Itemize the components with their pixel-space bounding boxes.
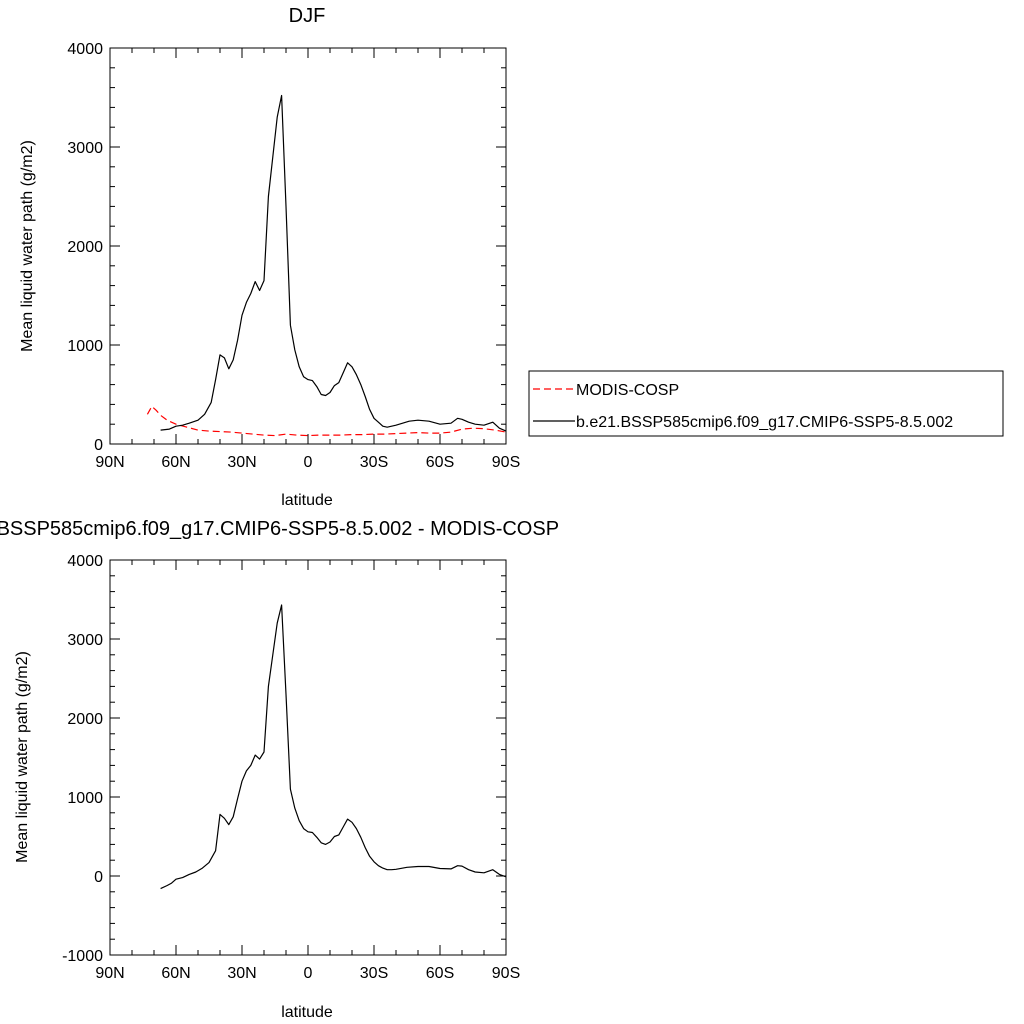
bottom-x-tick-label: 90N — [95, 965, 124, 982]
top-modis-cosp-line — [146, 405, 507, 437]
top-y-tick-label: 0 — [94, 437, 103, 454]
top-x-tick-label: 60S — [426, 454, 454, 471]
top-chart-title: DJF — [289, 5, 326, 27]
bottom-x-tick-label: 0 — [304, 965, 313, 982]
top-x-tick-label: 30N — [227, 454, 256, 471]
bottom-difference-line — [160, 604, 507, 890]
bottom-y-axis-title: Mean liquid water path (g/m2) — [14, 651, 31, 863]
top-x-tick-label: 0 — [304, 454, 313, 471]
bottom-chart-title: b.e21.BSSP585cmip6.f09_g17.CMIP6-SSP5-8.… — [0, 518, 559, 540]
top-legend: MODIS-COSP b.e21.BSSP585cmip6.f09_g17.CM… — [528, 370, 1004, 437]
bottom-series-group — [160, 604, 507, 890]
bottom-axis-ticks: 90N 60N 30N 0 30S 60S 90S -1000 0 1000 2000 3000 400… — [62, 553, 520, 982]
top-x-tick-label: 90N — [95, 454, 124, 471]
bottom-y-tick-label: 0 — [94, 869, 103, 886]
bottom-y-tick-label: 1000 — [67, 790, 103, 807]
top-x-tick-label: 60N — [161, 454, 190, 471]
bottom-y-tick-label: 3000 — [67, 632, 103, 649]
legend-box — [528, 370, 1004, 437]
legend-label-modis: MODIS-COSP — [576, 382, 679, 399]
top-y-tick-label: 2000 — [67, 239, 103, 256]
top-y-tick-label: 1000 — [67, 338, 103, 355]
bottom-y-tick-label: 4000 — [67, 553, 103, 570]
top-y-tick-label: 3000 — [67, 140, 103, 157]
top-plot-frame — [109, 47, 507, 445]
bottom-x-tick-label: 60N — [161, 965, 190, 982]
bottom-x-axis-title: latitude — [281, 1004, 333, 1021]
legend-label-model: b.e21.BSSP585cmip6.f09_g17.CMIP6-SSP5-8.… — [576, 414, 953, 431]
top-x-tick-label: 90S — [492, 454, 520, 471]
bottom-y-tick-label: 2000 — [67, 711, 103, 728]
bottom-x-tick-label: 60S — [426, 965, 454, 982]
bottom-x-tick-label: 90S — [492, 965, 520, 982]
bottom-plot-frame — [109, 559, 507, 956]
top-y-tick-label: 4000 — [67, 41, 103, 58]
top-chart-panel: DJF 90N 60N 30N 0 30S 60S 90S 0 1000 2000 3000 4000… — [19, 5, 1004, 509]
top-x-axis-title: latitude — [281, 492, 333, 509]
bottom-x-tick-label: 30S — [360, 965, 388, 982]
top-x-tick-label: 30S — [360, 454, 388, 471]
bottom-x-tick-label: 30N — [227, 965, 256, 982]
top-axis-ticks: 90N 60N 30N 0 30S 60S 90S 0 1000 2000 3000 4000 — [67, 41, 520, 471]
bottom-chart-panel: b.e21.BSSP585cmip6.f09_g17.CMIP6-SSP5-8.… — [0, 518, 559, 1021]
top-model-line — [160, 94, 507, 432]
top-series-group — [146, 94, 507, 437]
bottom-y-tick-label: -1000 — [62, 948, 103, 965]
top-y-axis-title: Mean liquid water path (g/m2) — [19, 140, 36, 352]
